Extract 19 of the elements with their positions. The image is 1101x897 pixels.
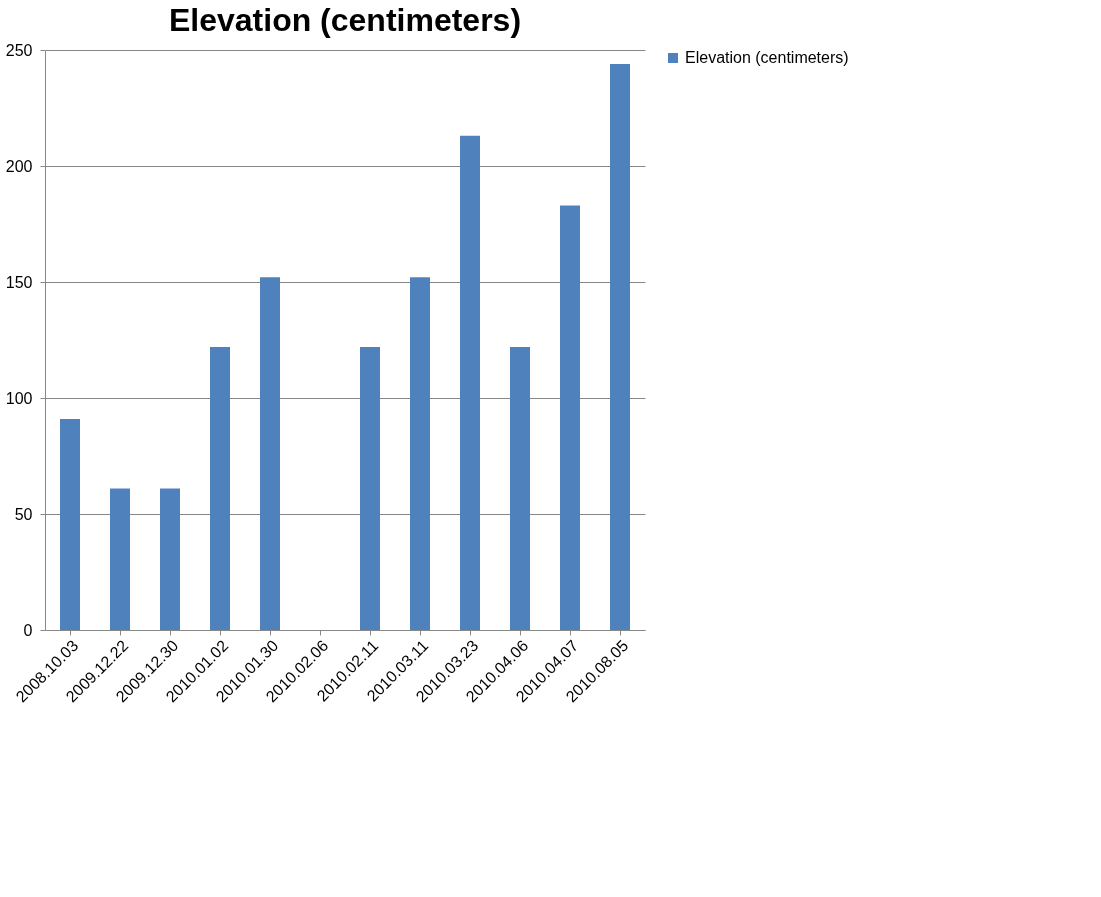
y-tick-label: 150 (5, 273, 33, 291)
legend-label: Elevation (centimeters) (685, 49, 849, 66)
bar (210, 346, 230, 630)
bar (610, 63, 630, 630)
bar (410, 277, 430, 630)
bar (510, 346, 530, 630)
bar (560, 205, 580, 630)
y-tick-label: 0 (23, 621, 33, 639)
bar (360, 346, 380, 630)
bar (60, 418, 80, 630)
y-tick-label: 250 (5, 41, 33, 59)
bar (460, 135, 480, 630)
bar (260, 277, 280, 630)
chart-title: Elevation (centimeters) (168, 2, 522, 38)
bar (160, 488, 180, 630)
bar (110, 488, 130, 630)
y-tick-label: 200 (5, 157, 33, 175)
y-tick-label: 100 (5, 389, 33, 407)
y-tick-label: 50 (14, 505, 33, 523)
